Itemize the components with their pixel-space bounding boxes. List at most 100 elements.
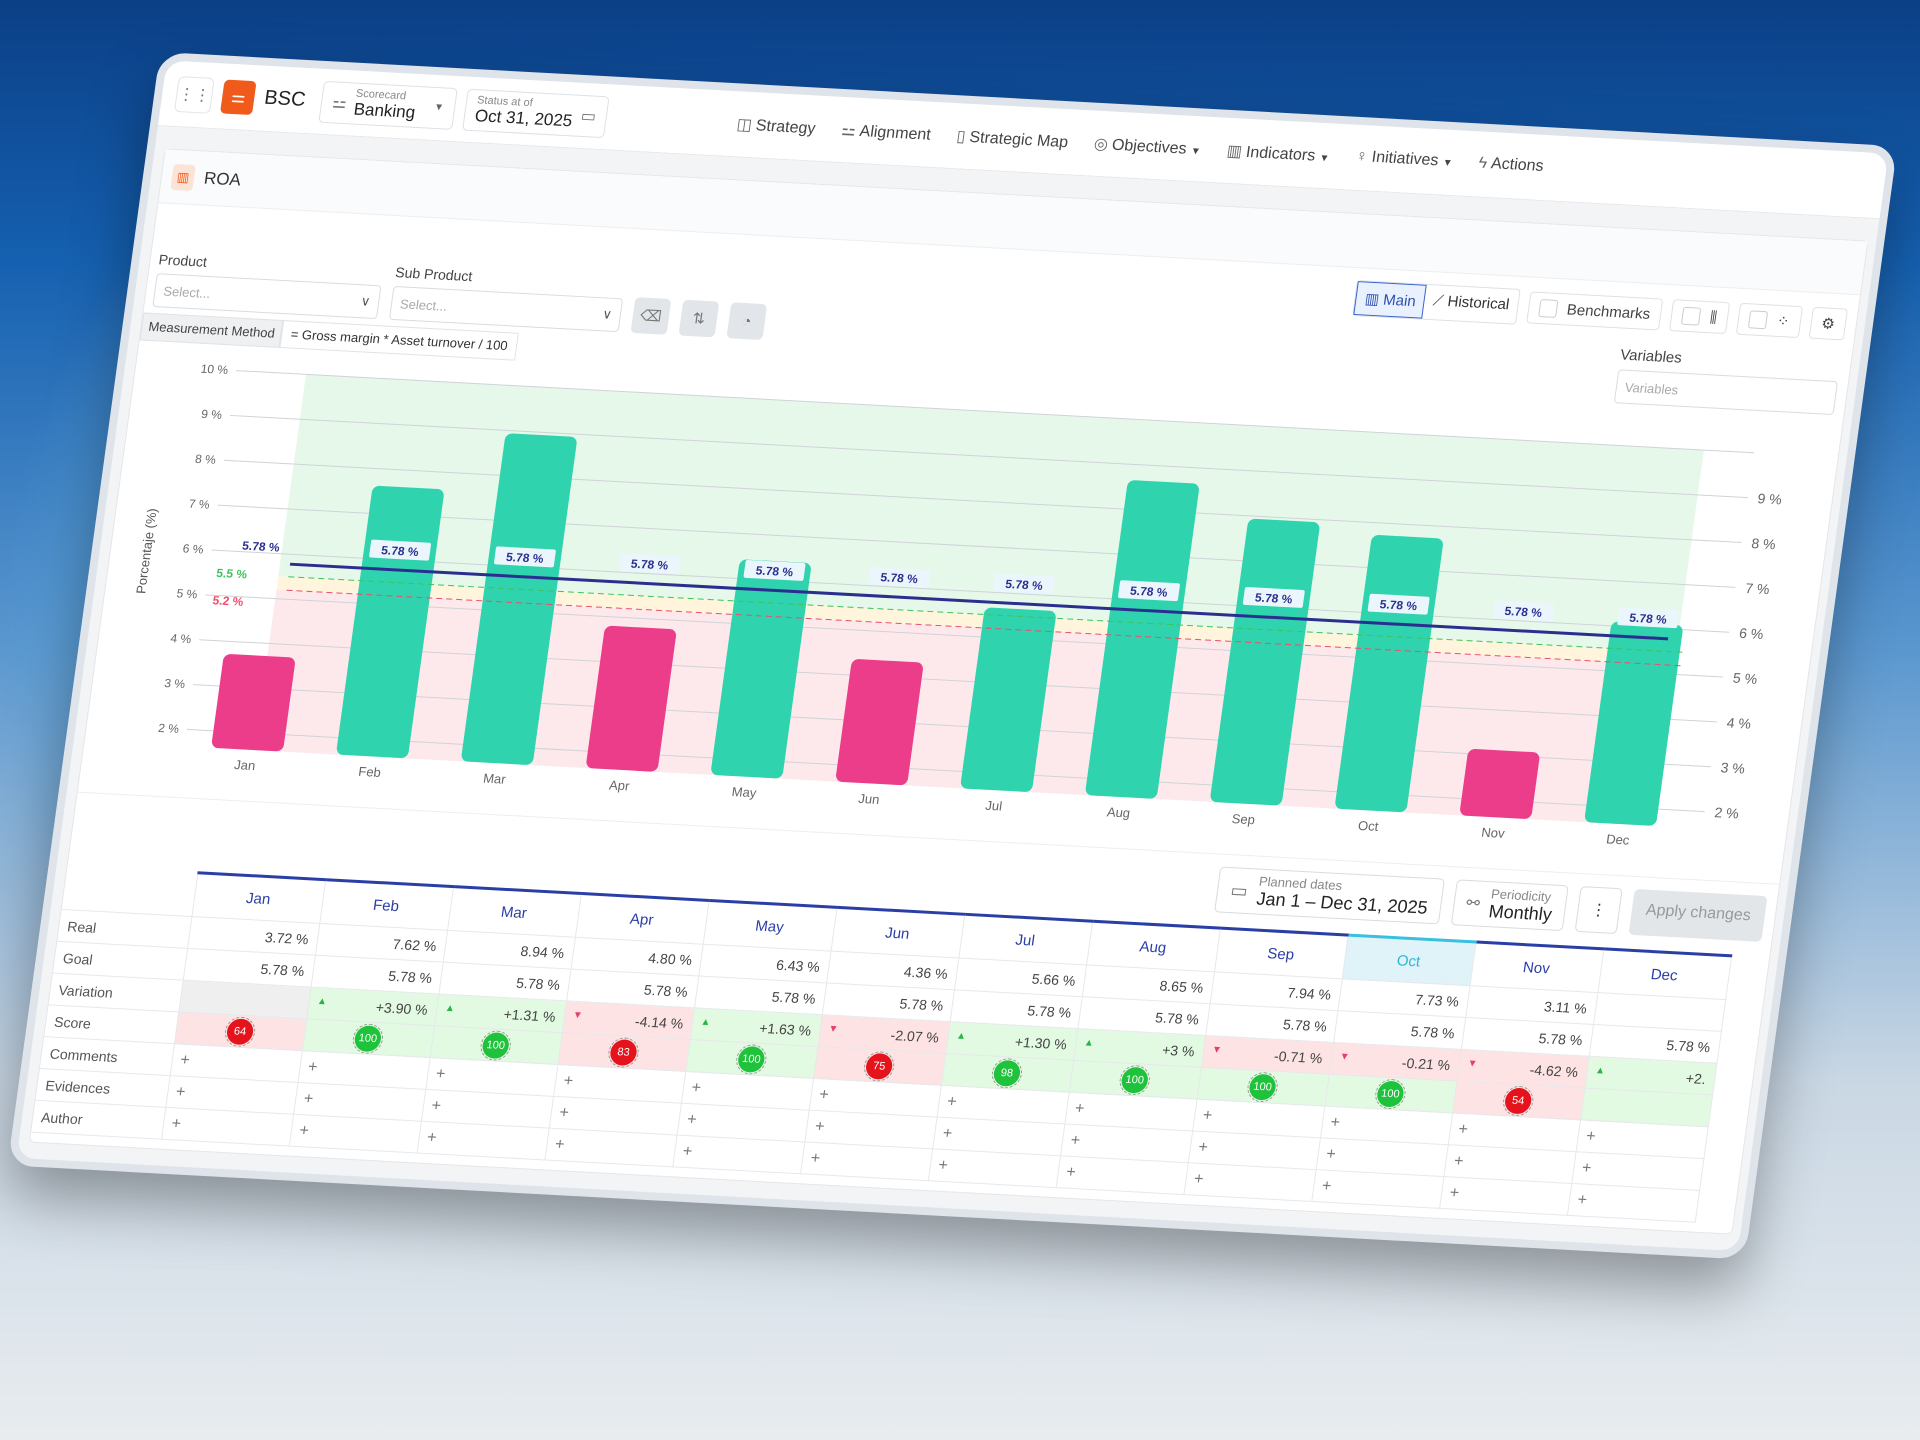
- goal-axis-label: 5.78 %: [241, 539, 281, 555]
- x-tick-label: Sep: [1231, 811, 1256, 827]
- add-author-button[interactable]: +: [1311, 1169, 1444, 1209]
- candles-checkbox[interactable]: [1680, 306, 1702, 326]
- goal-label-bg: [868, 566, 931, 588]
- nav-label: Strategy: [754, 116, 817, 138]
- settings-button[interactable]: ⚙: [1808, 306, 1849, 341]
- x-tick-label: Jun: [857, 791, 880, 807]
- x-tick-label: Feb: [358, 764, 382, 780]
- goal-label-bg: [493, 546, 556, 568]
- main-view-tab[interactable]: ▥ Main: [1353, 281, 1428, 319]
- score-badge: 54: [1501, 1084, 1536, 1117]
- upper-threshold-label: 5.5 %: [215, 566, 248, 582]
- add-author-button[interactable]: +: [1566, 1183, 1700, 1223]
- arrow-down-icon: ▼: [1338, 1050, 1351, 1063]
- variation-value: +1.30 %: [1013, 1033, 1068, 1052]
- goal-data-label: 5.78 %: [880, 570, 920, 586]
- month-header-dec[interactable]: Dec: [1597, 948, 1732, 1000]
- month-header-may[interactable]: May: [702, 900, 837, 952]
- variation-value: +3.90 %: [374, 998, 429, 1018]
- nav-label: Alignment: [858, 122, 932, 144]
- indicator-panel: ▥ ROA Product Select... ∨ Sub Product Sel…: [28, 148, 1869, 1235]
- historical-view-label: Historical: [1446, 293, 1511, 314]
- add-author-button[interactable]: +: [1055, 1155, 1188, 1195]
- historical-view-tab[interactable]: ⟋ Historical: [1422, 285, 1519, 324]
- apply-changes-button[interactable]: Apply changes: [1628, 888, 1768, 942]
- product-select[interactable]: Select... ∨: [152, 273, 382, 320]
- add-author-button[interactable]: +: [927, 1148, 1061, 1188]
- goal-label-bg: [369, 539, 432, 561]
- add-author-button[interactable]: +: [1183, 1162, 1316, 1202]
- more-options-button[interactable]: ⋮: [1574, 886, 1623, 935]
- x-tick-label: Aug: [1106, 804, 1131, 820]
- add-author-button[interactable]: +: [544, 1128, 677, 1167]
- lightbulb-icon: ♀: [1354, 147, 1369, 165]
- nav-indicators[interactable]: ▥ Indicators ▼: [1226, 140, 1331, 165]
- month-header-feb[interactable]: Feb: [319, 879, 454, 931]
- month-header-mar[interactable]: Mar: [447, 886, 581, 938]
- nav-actions[interactable]: ϟ Actions: [1477, 154, 1545, 177]
- variation-value: +2.: [1684, 1069, 1707, 1087]
- kebab-icon: ⋮: [1589, 901, 1608, 920]
- add-author-button[interactable]: +: [288, 1114, 421, 1153]
- goal-label-bg: [1367, 593, 1430, 615]
- scorecard-select[interactable]: ⚍ Scorecard Banking ▼: [318, 80, 458, 130]
- right-y-tick-label: 7 %: [1744, 580, 1770, 597]
- goal-data-label: 5.78 %: [1254, 590, 1294, 606]
- goal-label-bg: [618, 553, 681, 575]
- gridline: [223, 459, 1742, 543]
- arrow-up-icon: ▲: [955, 1030, 967, 1042]
- gridline: [217, 504, 1736, 588]
- candles-toggle[interactable]: ⫼: [1668, 299, 1731, 335]
- x-tick-label: Apr: [608, 777, 631, 793]
- y-tick-label: 7 %: [188, 497, 211, 512]
- add-author-button[interactable]: +: [1439, 1176, 1572, 1216]
- x-tick-label: Oct: [1357, 818, 1380, 834]
- nav-strategic-map[interactable]: ▯ Strategic Map: [955, 126, 1070, 152]
- benchmarks-toggle[interactable]: Benchmarks: [1525, 291, 1664, 331]
- apps-grid-icon[interactable]: ⋮⋮: [174, 75, 215, 114]
- bar-nov: [1460, 749, 1540, 819]
- nav-alignment[interactable]: ⚍ Alignment: [840, 120, 932, 145]
- caret-down-icon: ▼: [1190, 145, 1202, 157]
- nav-label: Initiatives: [1370, 148, 1440, 169]
- scatter-toggle[interactable]: ⁘: [1735, 302, 1803, 339]
- book-icon: ◫: [735, 115, 754, 134]
- status-date-picker[interactable]: Status at of Oct 31, 2025 ▭: [461, 88, 610, 138]
- month-header-sep[interactable]: Sep: [1213, 928, 1348, 979]
- subproduct-select[interactable]: Select... ∨: [388, 285, 624, 333]
- gridline: [235, 370, 1754, 454]
- map-icon: ▯: [955, 127, 967, 146]
- score-badge: 98: [989, 1057, 1025, 1089]
- y-tick-label: 6 %: [182, 542, 205, 557]
- sliders-icon: ⚍: [840, 121, 857, 140]
- month-header-jun[interactable]: Jun: [830, 907, 965, 958]
- month-header-oct[interactable]: Oct: [1341, 935, 1476, 986]
- nav-strategy[interactable]: ◫ Strategy: [736, 114, 817, 138]
- x-tick-label: Mar: [482, 771, 507, 787]
- add-author-button[interactable]: +: [672, 1135, 805, 1174]
- add-author-button[interactable]: +: [160, 1107, 294, 1147]
- month-header-aug[interactable]: Aug: [1086, 921, 1220, 972]
- x-tick-label: Jul: [984, 798, 1003, 814]
- caret-down-icon: ▼: [1318, 152, 1331, 164]
- clear-filters-button[interactable]: ⌫: [630, 297, 672, 335]
- month-header-jan[interactable]: Jan: [191, 872, 326, 924]
- goal-label-bg: [1617, 607, 1680, 629]
- sort-button[interactable]: ⇅: [678, 299, 720, 338]
- arrow-down-icon: ▼: [827, 1023, 840, 1035]
- benchmarks-checkbox[interactable]: [1537, 299, 1559, 318]
- scatter-checkbox[interactable]: [1747, 310, 1769, 330]
- periodicity-select[interactable]: ⚯ Periodicity Monthly: [1450, 879, 1569, 932]
- add-author-button[interactable]: +: [800, 1141, 933, 1181]
- product-placeholder: Select...: [162, 283, 212, 301]
- month-header-nov[interactable]: Nov: [1469, 941, 1604, 993]
- month-header-apr[interactable]: Apr: [574, 893, 709, 945]
- add-author-button[interactable]: +: [416, 1121, 549, 1160]
- planned-dates-picker[interactable]: ▭ Planned dates Jan 1 – Dec 31, 2025: [1214, 866, 1445, 925]
- nav-objectives[interactable]: ◎ Objectives ▼: [1093, 133, 1203, 159]
- gear-icon: ⚙: [1820, 315, 1836, 333]
- month-header-jul[interactable]: Jul: [958, 914, 1093, 965]
- nav-initiatives[interactable]: ♀ Initiatives ▼: [1354, 147, 1454, 172]
- pie-chart-button[interactable]: ◔: [726, 302, 768, 340]
- bar-jan: [211, 654, 295, 752]
